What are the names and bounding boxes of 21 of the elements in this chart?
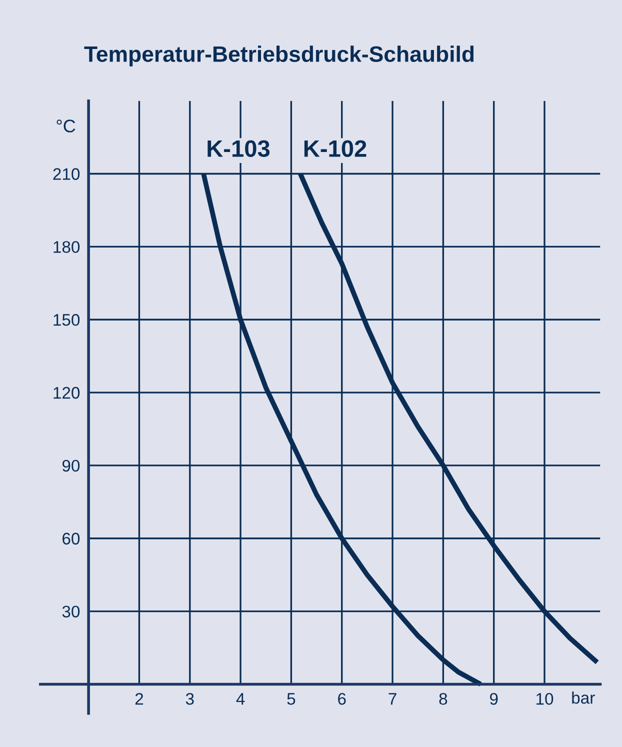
x-tick-label: 9 xyxy=(490,692,498,705)
y-tick-label: 90 xyxy=(62,460,80,472)
x-tick-label: 3 xyxy=(186,692,194,705)
series-label: K-102 xyxy=(304,140,366,157)
x-tick-label: 4 xyxy=(236,693,245,705)
series-label: K-103 xyxy=(208,140,270,157)
y-tick-label: 120 xyxy=(54,386,80,399)
x-tick-label: 8 xyxy=(439,692,448,705)
x-tick-label: 10 xyxy=(536,692,554,705)
chart-title: Temperatur-Betriebsdruck-Schaubild xyxy=(84,46,474,66)
x-tick-label: 2 xyxy=(135,692,144,705)
y-tick-label: 180 xyxy=(54,241,80,253)
y-tick-label: 30 xyxy=(62,606,80,618)
x-tick-label: 7 xyxy=(388,693,396,705)
x-tick-label: 6 xyxy=(338,692,346,705)
y-axis-title: °C xyxy=(56,120,76,132)
y-tick-label: 150 xyxy=(54,314,80,326)
y-tick-label: 210 xyxy=(53,168,80,180)
x-axis-title: bar xyxy=(572,692,595,704)
y-tick-label: 60 xyxy=(62,532,80,545)
x-tick-label: 5 xyxy=(287,693,296,705)
